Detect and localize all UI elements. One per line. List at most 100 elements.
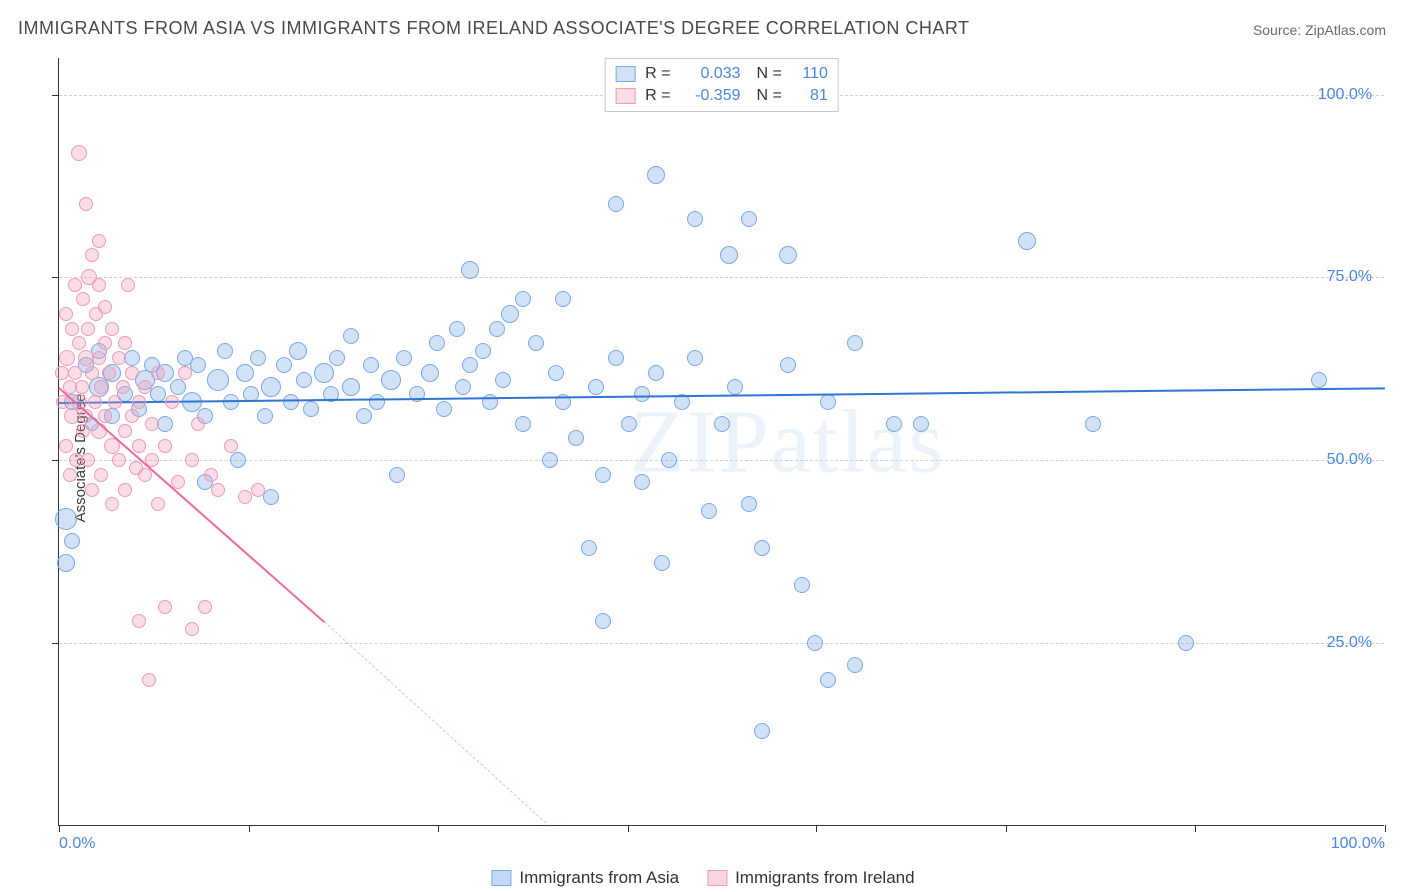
y-tick-label: 50.0% [1327, 451, 1372, 469]
scatter-point [238, 490, 252, 504]
scatter-point [151, 497, 165, 511]
scatter-point [79, 197, 93, 211]
r-label: R = [645, 87, 670, 105]
scatter-point [741, 211, 757, 227]
scatter-point [647, 166, 665, 184]
scatter-point [1018, 232, 1036, 250]
source-label: Source: ZipAtlas.com [1253, 22, 1386, 38]
scatter-point [754, 540, 770, 556]
scatter-point [59, 307, 73, 321]
scatter-point [94, 468, 108, 482]
scatter-point [489, 321, 505, 337]
legend-stats: R =0.033N =110R =-0.359N =81 [604, 58, 839, 112]
y-tick-label: 100.0% [1318, 86, 1372, 104]
scatter-point [165, 395, 179, 409]
scatter-point [250, 350, 266, 366]
scatter-point [91, 423, 107, 439]
scatter-point [105, 497, 119, 511]
scatter-point [68, 278, 82, 292]
scatter-point [501, 305, 519, 323]
scatter-point [132, 614, 146, 628]
scatter-point [687, 350, 703, 366]
scatter-point [1178, 635, 1194, 651]
scatter-point [727, 379, 743, 395]
scatter-point [132, 395, 146, 409]
scatter-point [548, 365, 564, 381]
scatter-point [72, 336, 86, 350]
scatter-point [190, 357, 206, 373]
scatter-point [588, 379, 604, 395]
scatter-point [157, 416, 173, 432]
scatter-point [170, 379, 186, 395]
legend-series: Immigrants from AsiaImmigrants from Irel… [491, 868, 914, 888]
scatter-point [847, 657, 863, 673]
scatter-point [59, 350, 75, 366]
scatter-point [263, 489, 279, 505]
scatter-point [421, 364, 439, 382]
y-tick-label: 25.0% [1327, 634, 1372, 652]
scatter-point [436, 401, 452, 417]
scatter-point [85, 366, 99, 380]
scatter-point [568, 430, 584, 446]
n-label: N = [757, 65, 782, 83]
scatter-point [455, 379, 471, 395]
scatter-point [528, 335, 544, 351]
scatter-point [142, 673, 156, 687]
scatter-point [55, 366, 69, 380]
y-tick-mark [52, 460, 59, 461]
grid-line [59, 460, 1384, 461]
scatter-point [595, 467, 611, 483]
scatter-point [807, 635, 823, 651]
scatter-point [81, 453, 95, 467]
scatter-point [754, 723, 770, 739]
scatter-point [204, 468, 218, 482]
y-tick-mark [52, 643, 59, 644]
scatter-point [236, 364, 254, 382]
scatter-point [98, 336, 112, 350]
scatter-point [741, 496, 757, 512]
scatter-point [283, 394, 299, 410]
scatter-point [102, 366, 116, 380]
scatter-point [296, 372, 312, 388]
scatter-point [158, 439, 172, 453]
scatter-point [475, 343, 491, 359]
y-tick-mark [52, 277, 59, 278]
chart-container: Associate's Degree ZIPatlas R =0.033N =1… [46, 58, 1386, 858]
scatter-point [59, 439, 73, 453]
legend-series-item: Immigrants from Asia [491, 868, 679, 888]
scatter-point [57, 554, 75, 572]
scatter-point [701, 503, 717, 519]
scatter-point [342, 378, 360, 396]
grid-line [59, 277, 1384, 278]
x-tick-mark [816, 825, 817, 832]
scatter-point [389, 467, 405, 483]
scatter-point [820, 394, 836, 410]
scatter-point [124, 350, 140, 366]
scatter-point [185, 622, 199, 636]
scatter-point [207, 369, 229, 391]
scatter-point [608, 196, 624, 212]
scatter-point [224, 439, 238, 453]
scatter-point [92, 278, 106, 292]
scatter-point [68, 366, 82, 380]
scatter-point [461, 261, 479, 279]
scatter-point [55, 508, 77, 530]
scatter-point [515, 416, 531, 432]
scatter-point [608, 350, 624, 366]
scatter-point [687, 211, 703, 227]
scatter-point [356, 408, 372, 424]
scatter-point [648, 365, 664, 381]
scatter-point [138, 380, 152, 394]
legend-swatch [615, 88, 635, 104]
scatter-point [185, 453, 199, 467]
scatter-point [132, 439, 146, 453]
scatter-point [820, 672, 836, 688]
scatter-point [105, 322, 119, 336]
x-tick-mark [1385, 825, 1386, 832]
scatter-point [76, 424, 90, 438]
scatter-point [112, 453, 126, 467]
scatter-point [112, 351, 126, 365]
scatter-point [714, 416, 730, 432]
scatter-point [71, 145, 87, 161]
y-tick-mark [52, 95, 59, 96]
